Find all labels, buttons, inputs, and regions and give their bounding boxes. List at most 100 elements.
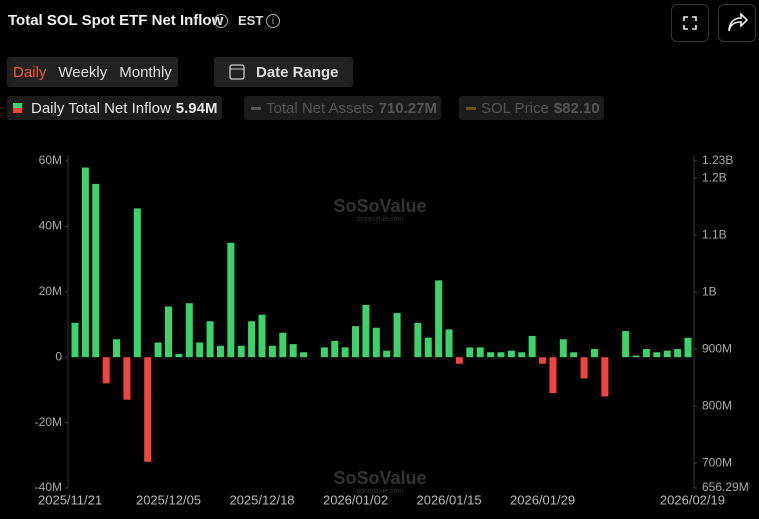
bar xyxy=(559,339,567,358)
y2-tick-label: 1B xyxy=(702,284,717,298)
date-range-label: Date Range xyxy=(256,63,339,81)
y2-tick-label: 1.23B xyxy=(702,153,733,167)
bar xyxy=(331,340,339,358)
y-tick-label: -40M xyxy=(35,480,62,494)
bar xyxy=(424,337,432,358)
bar xyxy=(383,350,391,358)
bar xyxy=(71,322,79,358)
legend-item[interactable]: Daily Total Net Inflow 5.94M xyxy=(7,96,222,120)
bar xyxy=(300,352,308,358)
x-tick-label: 2026/01/02 xyxy=(323,492,388,507)
bar xyxy=(580,357,588,379)
x-tick-label: 2025/12/18 xyxy=(229,492,294,507)
bar xyxy=(570,352,578,358)
bar xyxy=(601,357,609,397)
bar xyxy=(268,345,276,358)
bar xyxy=(341,347,349,358)
watermark-url: sosovalue.com xyxy=(357,216,404,223)
bar xyxy=(674,349,682,358)
bar xyxy=(549,357,557,394)
bar xyxy=(528,335,536,358)
x-tick-label: 2025/12/05 xyxy=(136,492,201,507)
bar xyxy=(466,347,474,358)
bar xyxy=(476,347,484,358)
bar xyxy=(81,167,89,358)
tab[interactable]: Daily xyxy=(13,63,47,81)
timezone: EST xyxy=(238,13,264,28)
bar xyxy=(320,347,328,358)
legend-value: 5.94M xyxy=(175,99,218,117)
y-tick-label: 20M xyxy=(39,284,62,298)
bar xyxy=(539,357,547,364)
title: Total SOL Spot ETF Net Inflow xyxy=(8,12,224,29)
bar xyxy=(435,280,443,358)
tab-group: Daily Weekly Monthly xyxy=(7,57,178,87)
bar xyxy=(663,350,671,358)
info-icon[interactable]: i xyxy=(266,14,280,28)
y2-tick-label: 1.1B xyxy=(702,227,727,241)
bar xyxy=(362,304,370,358)
share-button[interactable] xyxy=(718,4,756,42)
y-tick-label: 0 xyxy=(55,349,62,363)
y2-tick-label: 900M xyxy=(702,341,732,355)
calendar-icon xyxy=(229,64,245,80)
x-tick-label: 2026/01/15 xyxy=(416,492,481,507)
watermark-url: sosovalue.com xyxy=(357,488,404,495)
bar xyxy=(102,357,110,384)
bar xyxy=(684,337,692,358)
fullscreen-button[interactable] xyxy=(671,4,709,42)
bar xyxy=(487,352,495,358)
bar xyxy=(507,350,515,358)
y2-tick-label: 700M xyxy=(702,455,732,469)
bar xyxy=(227,242,235,358)
y-tick-label: 60M xyxy=(39,153,62,167)
bar xyxy=(393,313,401,358)
legend-swatch xyxy=(251,107,261,110)
bar xyxy=(590,349,598,358)
bar xyxy=(196,342,204,358)
x-tick-label: 2026/02/19 xyxy=(660,492,725,507)
bar xyxy=(352,326,360,358)
bar xyxy=(113,339,121,358)
y2-tick-label: 800M xyxy=(702,398,732,412)
bar xyxy=(518,352,526,358)
legend-item[interactable]: Total Net Assets 710.27M xyxy=(244,96,441,120)
legend-swatch xyxy=(13,103,22,113)
legend-name: Daily Total Net Inflow xyxy=(31,99,171,117)
watermark: SoSoValue xyxy=(333,196,426,216)
bar xyxy=(154,342,162,358)
bar xyxy=(445,329,453,358)
y-tick-label: 40M xyxy=(39,219,62,233)
legend-value: 710.27M xyxy=(378,99,437,117)
y-tick-label: -20M xyxy=(35,415,62,429)
bar xyxy=(414,322,422,358)
bar xyxy=(258,314,266,358)
bar xyxy=(165,306,173,358)
date-range-button[interactable]: Date Range xyxy=(214,57,353,87)
bar xyxy=(175,353,183,358)
x-tick-label: 2025/11/21 xyxy=(38,492,102,507)
bar xyxy=(279,332,287,358)
bar xyxy=(289,344,297,358)
y2-tick-label: 1.2B xyxy=(702,170,727,184)
bar xyxy=(372,327,380,358)
x-tick-label: 2026/01/29 xyxy=(510,492,575,507)
legend-name: Total Net Assets xyxy=(266,99,374,117)
tab[interactable]: Weekly xyxy=(58,63,108,81)
bar xyxy=(248,321,256,358)
bar xyxy=(653,352,661,358)
tab[interactable]: Monthly xyxy=(119,63,172,81)
bar xyxy=(497,352,505,358)
bar xyxy=(632,355,640,358)
share-icon xyxy=(728,12,749,32)
bar xyxy=(206,321,214,358)
info-icon[interactable]: i xyxy=(214,14,228,28)
legend-swatch xyxy=(466,107,476,110)
legend-item[interactable]: SOL Price $82.10 xyxy=(459,96,604,120)
bar xyxy=(455,357,463,364)
bar xyxy=(622,331,630,358)
bar xyxy=(92,183,100,358)
bar xyxy=(216,345,224,358)
